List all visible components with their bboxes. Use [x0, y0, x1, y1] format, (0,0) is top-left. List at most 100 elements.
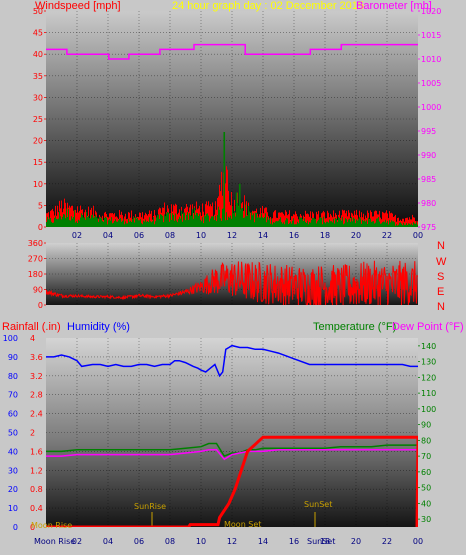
- direction-tick-label: 180: [28, 270, 43, 279]
- time-tick-label: 10: [196, 537, 206, 546]
- windspeed-tick-label: 45: [33, 29, 43, 38]
- rainfall-tick-label: 2: [30, 429, 35, 438]
- wind-direction-series: [46, 260, 418, 305]
- temperature-tick-label: 40: [421, 499, 431, 508]
- humidity-tick-label: 100: [3, 334, 18, 343]
- barometer-tick-label: 1005: [421, 79, 441, 88]
- temperature-axis: 30 40 50 60 70 80 90 100 110 120 130 140: [418, 342, 436, 524]
- wind-gridlines: [46, 11, 418, 227]
- time-tick-label: 02: [72, 537, 82, 546]
- temperature-tick-label: 90: [421, 421, 431, 430]
- moon-set-label: Moon Set: [224, 520, 261, 529]
- windspeed-series: [46, 131, 418, 227]
- climate-gridlines: [46, 338, 418, 527]
- windspeed-tick-label: 30: [33, 93, 43, 102]
- compass-s: S: [437, 271, 444, 283]
- windspeed-tick-label: 0: [38, 223, 43, 232]
- sunset-label-bottom: SunSet: [307, 537, 335, 546]
- compass-w: W: [436, 256, 447, 268]
- direction-tick-label: 0: [38, 301, 43, 310]
- barometer-axis: 975 980 985 990 995 1000 1005 1010 1015 1020: [418, 7, 441, 232]
- sunrise-label: SunRise: [134, 502, 166, 511]
- barometer-tick-label: 1020: [421, 7, 441, 16]
- rainfall-axis-label: Rainfall (.in): [2, 321, 61, 333]
- humidity-tick-label: 0: [13, 523, 18, 532]
- barometer-tick-label: 980: [421, 199, 436, 208]
- time-tick-label: 04: [103, 537, 113, 546]
- rainfall-tick-label: 0.8: [30, 485, 43, 494]
- barometer-tick-label: 1015: [421, 31, 441, 40]
- barometer-tick-label: 985: [421, 175, 436, 184]
- humidity-tick-label: 50: [8, 429, 18, 438]
- wind-time-axis: 02 04 06 08 10 12 14 16 18 20 22 00: [72, 231, 423, 240]
- dew-point-axis-label: Dew Point (°F): [392, 321, 464, 333]
- humidity-tick-label: 10: [8, 504, 18, 513]
- graph-title: 24 hour graph day : 02 December 2015: [172, 0, 364, 12]
- windspeed-tick-label: 5: [38, 201, 43, 210]
- time-tick-label: 12: [227, 231, 237, 240]
- time-tick-label: 18: [320, 537, 330, 546]
- moon-rise-label-top: Moon Rise: [31, 521, 72, 530]
- windspeed-tick-label: 15: [33, 158, 43, 167]
- moon-rise-label-bottom: Moon Rise: [34, 537, 75, 546]
- barometer-tick-label: 1010: [421, 55, 441, 64]
- dew-point-line: [46, 449, 418, 461]
- time-tick-label: 16: [289, 537, 299, 546]
- time-tick-label: 00: [413, 231, 423, 240]
- compass-n-bottom: N: [437, 301, 445, 313]
- climate-time-axis: 02 04 06 08 10 12 14 16 18 20 22 00: [72, 537, 423, 546]
- windspeed-tick-label: 25: [33, 115, 43, 124]
- rainfall-tick-label: 3.2: [30, 372, 43, 381]
- compass-n-top: N: [437, 240, 445, 252]
- time-tick-label: 10: [196, 231, 206, 240]
- temperature-tick-label: 60: [421, 468, 431, 477]
- temperature-line: [46, 442, 418, 458]
- time-tick-label: 14: [258, 537, 268, 546]
- humidity-axis: 0 10 20 30 40 50 60 70 80 90 100: [3, 334, 18, 532]
- humidity-tick-label: 90: [8, 353, 18, 362]
- direction-tick-label: 270: [28, 255, 43, 264]
- windspeed-tick-label: 35: [33, 72, 43, 81]
- temperature-tick-label: 100: [421, 405, 436, 414]
- rainfall-tick-label: 1.2: [30, 466, 43, 475]
- wind-average-bars: [46, 202, 418, 227]
- temperature-tick-label: 140: [421, 342, 436, 351]
- direction-tick-label: 90: [33, 286, 43, 295]
- time-tick-label: 08: [165, 231, 175, 240]
- compass-labels: N W S E N: [436, 240, 447, 313]
- windspeed-tick-label: 40: [33, 50, 43, 59]
- rainfall-tick-label: 0.4: [30, 504, 43, 513]
- rainfall-tick-label: 4: [30, 334, 35, 343]
- barometer-tick-label: 990: [421, 151, 436, 160]
- humidity-tick-label: 40: [8, 447, 18, 456]
- windspeed-tick-label: 50: [33, 7, 43, 16]
- time-tick-label: 08: [165, 537, 175, 546]
- time-tick-label: 04: [103, 231, 113, 240]
- humidity-axis-label: Humidity (%): [67, 321, 130, 333]
- temperature-tick-label: 120: [421, 373, 436, 382]
- temperature-axis-label: Temperature (°F): [313, 321, 396, 333]
- barometer-tick-label: 1000: [421, 103, 441, 112]
- barometer-line: [46, 43, 418, 60]
- temperature-tick-label: 50: [421, 484, 431, 493]
- humidity-tick-label: 20: [8, 485, 18, 494]
- sunset-label-top: SunSet: [304, 500, 332, 509]
- direction-axis: 0 90 180 270 360: [28, 239, 46, 310]
- barometer-tick-label: 995: [421, 127, 436, 136]
- time-tick-label: 06: [134, 231, 144, 240]
- rainfall-axis: 0 0.4 0.8 1.2 1.6 2 2.4 2.8 3.2 3.6 4: [30, 334, 43, 532]
- barometer-tick-label: 975: [421, 223, 436, 232]
- time-tick-label: 22: [382, 537, 392, 546]
- time-tick-label: 00: [413, 537, 423, 546]
- time-tick-label: 20: [351, 537, 361, 546]
- rainfall-tick-label: 3.6: [30, 353, 43, 362]
- time-tick-label: 12: [227, 537, 237, 546]
- time-tick-label: 06: [134, 537, 144, 546]
- time-tick-label: 18: [320, 231, 330, 240]
- barometer-axis-label: Barometer [mb]: [356, 0, 432, 12]
- time-tick-label: 22: [382, 231, 392, 240]
- windspeed-tick-label: 10: [33, 180, 43, 189]
- humidity-line: [46, 344, 418, 378]
- windspeed-axis-label: Windspeed [mph]: [35, 0, 121, 12]
